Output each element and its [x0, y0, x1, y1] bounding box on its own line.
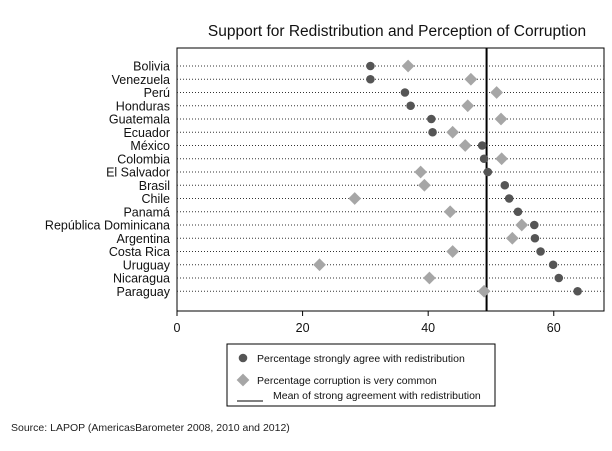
point-redistribution-nicaragua [554, 273, 564, 283]
point-redistribution-mexico [477, 141, 487, 150]
point-redistribution-bolivia [366, 61, 375, 71]
x-axis: 0 20 40 60 [174, 311, 561, 335]
legend-box [226, 343, 496, 407]
point-corruption-venezuela [464, 72, 478, 86]
point-corruption-mexico [458, 139, 472, 152]
point-corruption-ecuador [446, 125, 460, 139]
y-tick-label-nicaragua: Nicaragua [113, 272, 170, 286]
x-tick-label-20: 20 [296, 321, 310, 335]
point-corruption-uruguay [313, 258, 326, 272]
y-tick-label-ecuador: Ecuador [123, 126, 170, 140]
point-corruption-guatemala [494, 112, 508, 126]
data-points [313, 59, 582, 298]
point-redistribution-guatemala [427, 114, 436, 124]
legend-label-corruption: Percentage corruption is very common [257, 375, 437, 387]
point-redistribution-colombia [479, 154, 489, 164]
gridlines [177, 65, 604, 292]
y-tick-label-chile: Chile [142, 192, 171, 206]
point-corruption-bolivia [401, 59, 415, 73]
source-note: Source: LAPOP (AmericasBarometer 2008, 2… [11, 422, 290, 434]
point-redistribution-ecuador [428, 127, 437, 137]
y-tick-label-peru: Perú [144, 86, 170, 100]
point-redistribution-peru [400, 88, 410, 97]
x-tick-label-40: 40 [421, 321, 435, 335]
legend-label-mean: Mean of strong agreement with redistribu… [273, 390, 481, 402]
point-corruption-nicaragua [423, 271, 436, 285]
point-redistribution-uruguay [548, 260, 558, 270]
y-axis-labels: BoliviaVenezuelaPerúHondurasGuatemalaEcu… [45, 60, 171, 299]
y-tick-label-panama: Panamá [123, 205, 170, 219]
point-corruption-el-salvador [414, 165, 428, 179]
x-tick-label-0: 0 [174, 321, 181, 335]
point-redistribution-argentina [530, 233, 540, 243]
y-tick-label-guatemala: Guatemala [109, 113, 170, 127]
y-tick-label-bolivia: Bolivia [133, 60, 170, 74]
plot-area-frame [176, 47, 605, 312]
y-tick-label-venezuela: Venezuela [112, 73, 170, 87]
point-redistribution-panama [513, 207, 523, 217]
y-tick-label-brasil: Brasil [139, 179, 170, 193]
point-redistribution-paraguay [573, 286, 582, 296]
legend-circle-marker [238, 353, 248, 363]
point-corruption-costa-rica [446, 245, 460, 258]
point-redistribution-republica-dominicana [529, 220, 539, 230]
point-corruption-paraguay [477, 284, 491, 298]
y-tick-label-honduras: Honduras [116, 99, 170, 113]
point-corruption-panama [443, 205, 457, 219]
chart-title: Support for Redistribution and Perceptio… [208, 23, 586, 40]
point-redistribution-costa-rica [536, 247, 545, 256]
y-tick-label-argentina: Argentina [116, 232, 170, 246]
y-tick-label-colombia: Colombia [117, 152, 170, 166]
legend-label-redistribution: Percentage strongly agree with redistrib… [257, 353, 465, 365]
y-tick-label-paraguay: Paraguay [116, 285, 170, 299]
point-corruption-honduras [461, 99, 475, 113]
y-tick-label-republica-dominicana: República Dominicana [45, 219, 170, 233]
point-redistribution-brasil [500, 180, 510, 190]
point-corruption-chile [348, 192, 362, 205]
y-tick-label-costa-rica: Costa Rica [109, 245, 170, 259]
legend: Percentage strongly agree with redistrib… [226, 343, 496, 407]
point-redistribution-chile [504, 194, 514, 203]
point-redistribution-el-salvador [483, 167, 493, 177]
legend-diamond-marker [236, 373, 250, 387]
y-tick-label-mexico: México [130, 139, 170, 153]
x-tick-label-60: 60 [547, 321, 561, 335]
point-redistribution-honduras [406, 101, 415, 111]
y-tick-label-el-salvador: El Salvador [106, 166, 170, 180]
point-corruption-peru [490, 86, 503, 99]
y-tick-label-uruguay: Uruguay [123, 258, 171, 272]
point-corruption-argentina [505, 231, 519, 245]
point-corruption-colombia [495, 152, 509, 166]
point-corruption-brasil [418, 178, 431, 192]
point-redistribution-venezuela [366, 74, 375, 84]
